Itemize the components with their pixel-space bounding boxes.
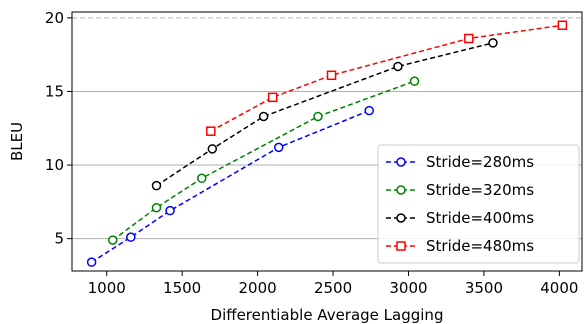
- data-point: [206, 126, 216, 136]
- data-point: [557, 20, 568, 30]
- data-point: [267, 92, 278, 103]
- x-tick-label: 2000: [238, 279, 276, 297]
- legend-label: Stride=400ms: [426, 209, 534, 227]
- x-tick-label: 4000: [540, 279, 578, 297]
- y-axis-label: BLEU: [8, 122, 26, 161]
- x-tick-label: 2500: [314, 279, 352, 297]
- y-tick-label: 15: [45, 82, 64, 100]
- legend-marker: [396, 185, 406, 195]
- legend-entry: Stride=320ms: [386, 181, 534, 199]
- legend-entry: Stride=400ms: [386, 209, 534, 227]
- data-point: [197, 173, 207, 184]
- series-0: [86, 105, 374, 267]
- data-point: [273, 142, 284, 153]
- y-tick-label: 20: [45, 9, 64, 27]
- series-line: [156, 42, 494, 187]
- x-tick-label: 1500: [163, 279, 201, 297]
- data-point: [326, 70, 337, 81]
- legend-label: Stride=480ms: [426, 237, 534, 255]
- tick-layer: 5 10 15 20 1000 1500 2000 2500 3000 3500 4000: [45, 9, 579, 297]
- data-point: [165, 205, 175, 216]
- data-point: [126, 232, 136, 242]
- series-1: [107, 76, 420, 245]
- data-point: [364, 105, 374, 116]
- legend-label: Stride=320ms: [426, 181, 534, 199]
- y-tick-label: 5: [54, 230, 64, 248]
- x-tick-label: 3500: [465, 279, 503, 297]
- data-point: [488, 38, 498, 48]
- legend-entry: Stride=480ms: [386, 237, 534, 255]
- data-point: [464, 33, 474, 44]
- series-layer: [86, 20, 568, 267]
- legend-marker: [396, 157, 406, 167]
- data-point: [409, 76, 420, 86]
- data-point: [207, 144, 218, 154]
- legend-label: Stride=280ms: [426, 153, 534, 171]
- data-point: [393, 61, 403, 72]
- plot-frame: [71, 11, 583, 272]
- legend: Stride=280ms Stride=320ms Stride=400ms Stri…: [377, 144, 580, 264]
- series-3: [206, 20, 568, 136]
- series-2: [151, 38, 498, 191]
- x-tick-label: 3000: [389, 279, 427, 297]
- series-line: [91, 109, 370, 263]
- data-point: [151, 202, 162, 213]
- series-line: [210, 24, 563, 132]
- legend-marker: [396, 241, 406, 251]
- x-tick-label: 1000: [88, 279, 126, 297]
- data-point: [107, 235, 118, 245]
- data-point: [313, 111, 323, 122]
- legend-entry: Stride=280ms: [386, 153, 534, 171]
- legend-marker: [396, 213, 406, 223]
- series-line: [112, 80, 415, 241]
- data-point: [151, 180, 162, 191]
- x-axis-label: Differentiable Average Lagging: [211, 306, 444, 324]
- legend-box: [377, 144, 580, 264]
- data-point: [258, 111, 269, 122]
- data-point: [86, 257, 97, 267]
- y-tick-label: 10: [45, 156, 64, 174]
